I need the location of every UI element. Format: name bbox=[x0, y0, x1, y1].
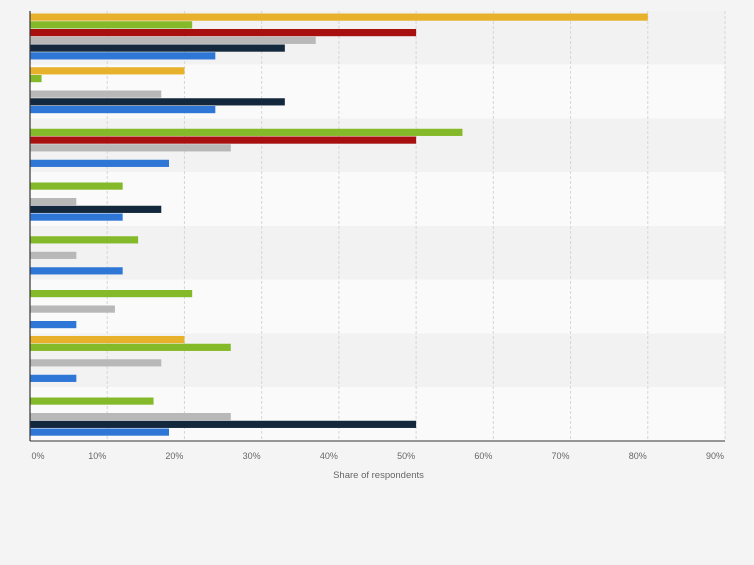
category-band bbox=[30, 172, 725, 226]
bar-series6-category4 bbox=[30, 213, 123, 221]
bar-series2-category6 bbox=[30, 290, 193, 298]
bar-series4-category1 bbox=[30, 36, 316, 44]
bar-series5-category4 bbox=[30, 205, 162, 213]
bar-series2-category8 bbox=[30, 397, 154, 405]
bar-series6-category3 bbox=[30, 159, 169, 167]
bar-series4-category5 bbox=[30, 251, 77, 259]
bar-series4-category7 bbox=[30, 359, 162, 367]
x-tick-label: 80% bbox=[629, 451, 647, 461]
bar-series1-category7 bbox=[30, 336, 185, 344]
bar-series6-category8 bbox=[30, 428, 169, 436]
category-band bbox=[30, 226, 725, 280]
bar-series2-category5 bbox=[30, 236, 139, 244]
bar-series4-category8 bbox=[30, 413, 231, 421]
x-tick-label: 60% bbox=[474, 451, 492, 461]
bar-series2-category4 bbox=[30, 182, 123, 190]
category-band bbox=[30, 279, 725, 334]
bar-series5-category8 bbox=[30, 420, 417, 428]
bar-series4-category6 bbox=[30, 305, 115, 313]
bar-series3-category1 bbox=[30, 29, 417, 37]
bar-series5-category2 bbox=[30, 98, 285, 106]
x-axis-title: Share of respondents bbox=[333, 470, 424, 481]
bar-series1-category2 bbox=[30, 67, 185, 75]
bar-series3-category3 bbox=[30, 136, 417, 144]
bar-series6-category2 bbox=[30, 106, 216, 114]
x-tick-label: 30% bbox=[243, 451, 261, 461]
bar-series2-category3 bbox=[30, 128, 463, 136]
x-tick-label: 40% bbox=[320, 451, 338, 461]
bar-series4-category4 bbox=[30, 198, 77, 206]
x-tick-label: 70% bbox=[552, 451, 570, 461]
bar-series1-category1 bbox=[30, 13, 648, 21]
bar-series6-category6 bbox=[30, 321, 77, 329]
bar-series2-category1 bbox=[30, 21, 193, 29]
bar-series2-category2 bbox=[30, 75, 42, 83]
x-tick-label: 90% bbox=[706, 451, 724, 461]
bar-series4-category3 bbox=[30, 144, 231, 152]
x-tick-label: 0% bbox=[31, 451, 44, 461]
bar-series6-category5 bbox=[30, 267, 123, 275]
bar-series6-category1 bbox=[30, 52, 216, 60]
x-tick-label: 10% bbox=[88, 451, 106, 461]
bar-series5-category1 bbox=[30, 44, 285, 52]
x-tick-label: 50% bbox=[397, 451, 415, 461]
x-tick-label: 20% bbox=[165, 451, 183, 461]
bar-series4-category2 bbox=[30, 90, 162, 98]
bar-series6-category7 bbox=[30, 374, 77, 382]
bar-series2-category7 bbox=[30, 343, 231, 351]
